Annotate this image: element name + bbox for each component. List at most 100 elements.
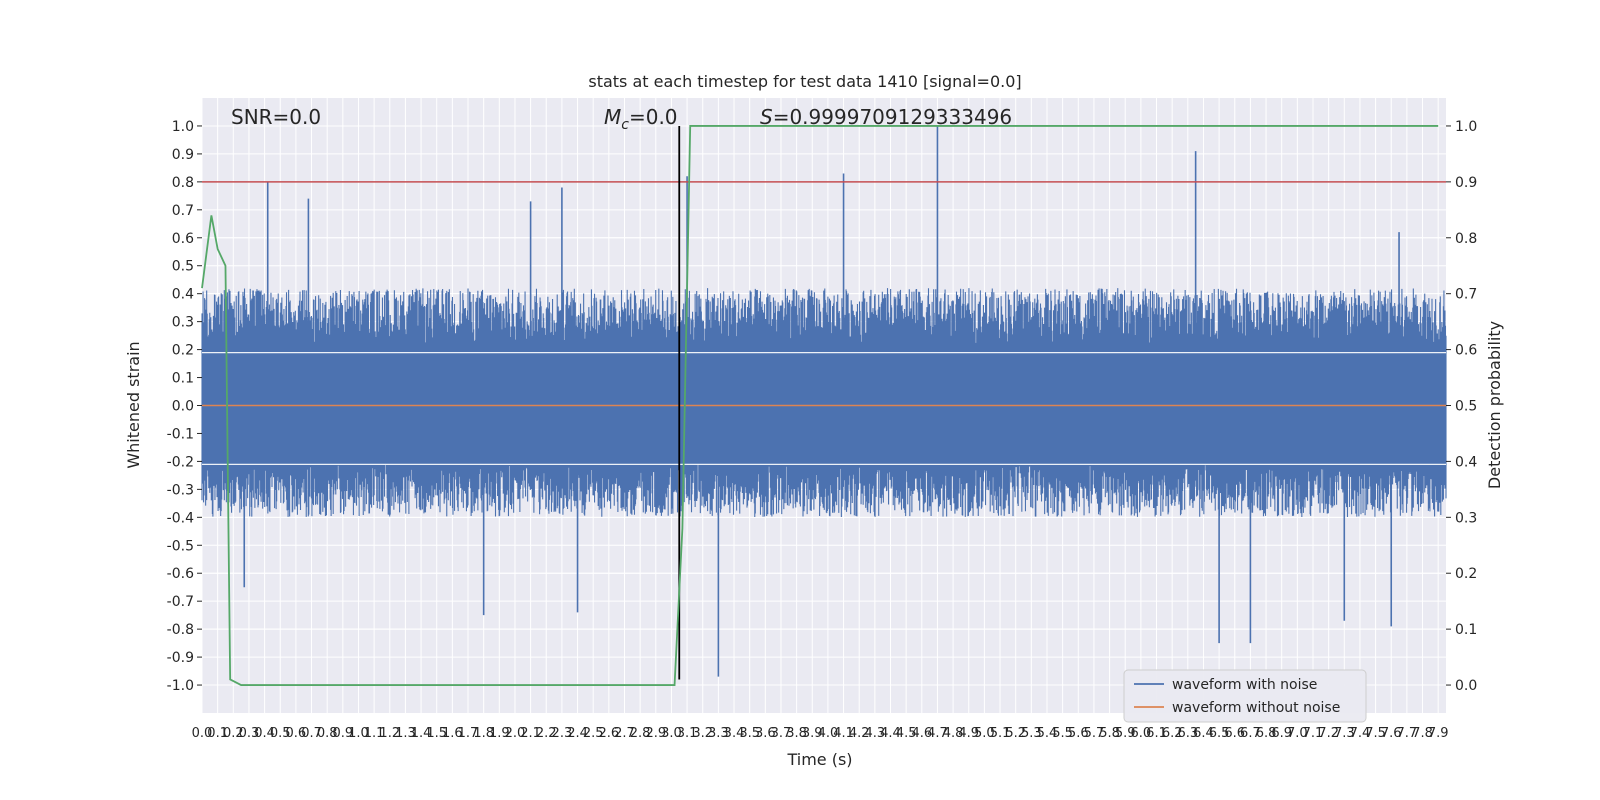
x-tick-label: 2.1 [520, 726, 541, 741]
y-axis-left: 1.0 0.9 0.8 0.7 0.6 0.5 0.4 0.3 0.2 0.1 0.0 -0.1 -0.… [167, 119, 202, 694]
x-tick-label: 5.6 [1068, 726, 1089, 741]
x-tick-label: 7.7 [1397, 726, 1418, 741]
x-tick-label: 0.6 [286, 726, 307, 741]
y-tick-label: 0.9 [172, 147, 194, 163]
x-tick-label: 7.0 [1287, 726, 1308, 741]
x-tick-label: 2.0 [505, 726, 526, 741]
x-tick-label: 6.9 [1271, 726, 1292, 741]
y2-tick-label: 0.8 [1455, 231, 1477, 247]
y2-tick-label: 0.5 [1455, 399, 1477, 415]
y-tick-label: 1.0 [172, 119, 194, 135]
y-tick-label: -0.6 [167, 566, 194, 582]
x-tick-label: 3.7 [771, 726, 792, 741]
x-tick-label: 1.4 [411, 726, 432, 741]
y-tick-label: 0.7 [172, 203, 194, 219]
chart-title: stats at each timestep for test data 141… [588, 72, 1021, 91]
x-tick-label: 4.2 [849, 726, 870, 741]
x-tick-label: 6.2 [1162, 726, 1183, 741]
x-tick-label: 4.5 [896, 726, 917, 741]
s-annotation: S=0.9999709129333496 [760, 105, 1012, 129]
y-tick-label: -0.2 [167, 454, 194, 470]
x-tick-label: 4.7 [927, 726, 948, 741]
x-tick-label: 1.2 [379, 726, 400, 741]
x-tick-label: 7.4 [1350, 726, 1371, 741]
x-tick-label: 7.5 [1365, 726, 1386, 741]
x-tick-label: 0.3 [239, 726, 260, 741]
y-tick-label: 0.0 [172, 399, 194, 415]
mc-symbol: M [604, 105, 621, 129]
noisy-waveform-core [202, 344, 1446, 464]
x-tick-label: 5.4 [1037, 726, 1058, 741]
x-tick-label: 7.8 [1412, 726, 1433, 741]
y-axis-label: Whitened strain [124, 341, 143, 468]
y2-tick-label: 0.2 [1455, 566, 1477, 582]
y2-tick-label: 0.7 [1455, 287, 1477, 303]
y-tick-label: -0.4 [167, 510, 194, 526]
data-marks [201, 125, 1447, 686]
x-tick-label: 6.0 [1131, 726, 1152, 741]
y-tick-label: 0.8 [172, 175, 194, 191]
x-tick-label: 3.4 [724, 726, 745, 741]
x-tick-label: 2.9 [645, 726, 666, 741]
legend-box [1123, 669, 1367, 723]
x-tick-label: 1.3 [395, 726, 416, 741]
legend-label-clean: waveform without noise [1172, 700, 1340, 716]
y-tick-label: 0.5 [172, 259, 194, 275]
y-tick-label: -0.9 [167, 650, 194, 666]
x-tick-label: 4.9 [958, 726, 979, 741]
x-tick-label: 0.8 [317, 726, 338, 741]
x-tick-label: 7.9 [1428, 726, 1449, 741]
x-tick-label: 1.9 [489, 726, 510, 741]
x-axis-label: Time (s) [786, 750, 852, 769]
y-tick-label: -0.8 [167, 622, 194, 638]
x-tick-label: 4.8 [943, 726, 964, 741]
y-tick-label: 0.4 [172, 287, 194, 303]
x-tick-label: 1.8 [473, 726, 494, 741]
s-value: =0.9999709129333496 [773, 105, 1012, 129]
x-tick-label: 0.7 [301, 726, 322, 741]
y-tick-label: -0.3 [167, 482, 194, 498]
x-tick-label: 3.2 [692, 726, 713, 741]
y2-tick-label: 0.4 [1455, 454, 1477, 470]
x-tick-label: 2.2 [536, 726, 557, 741]
x-tick-label: 6.6 [1224, 726, 1245, 741]
x-tick-label: 6.1 [1146, 726, 1167, 741]
x-tick-label: 1.5 [426, 726, 447, 741]
y-tick-label: 0.2 [172, 343, 194, 359]
x-tick-label: 0.1 [207, 726, 228, 741]
y-tick-label: -0.1 [167, 426, 194, 442]
x-axis: 0.00.10.20.30.40.50.60.70.80.91.01.11.21… [192, 726, 1449, 741]
x-tick-label: 0.0 [192, 726, 213, 741]
x-tick-label: 2.6 [598, 726, 619, 741]
y-tick-label: 0.3 [172, 315, 194, 331]
x-tick-label: 7.1 [1303, 726, 1324, 741]
x-tick-label: 1.6 [442, 726, 463, 741]
x-tick-label: 5.0 [974, 726, 995, 741]
x-tick-label: 6.8 [1256, 726, 1277, 741]
x-tick-label: 6.3 [1177, 726, 1198, 741]
x-tick-label: 4.4 [880, 726, 901, 741]
x-tick-label: 6.7 [1240, 726, 1261, 741]
x-tick-label: 4.6 [911, 726, 932, 741]
x-tick-label: 3.3 [708, 726, 729, 741]
x-tick-label: 3.9 [802, 726, 823, 741]
mc-value: =0.0 [629, 105, 678, 129]
x-tick-label: 5.8 [1099, 726, 1120, 741]
x-tick-label: 3.8 [786, 726, 807, 741]
detection-probability-line [201, 125, 1439, 686]
mc-annotation: Mc=0.0 [604, 105, 678, 133]
x-tick-label: 3.5 [739, 726, 760, 741]
x-tick-label: 6.4 [1193, 726, 1214, 741]
x-tick-label: 1.1 [364, 726, 385, 741]
y-tick-label: 0.6 [172, 231, 194, 247]
y2-tick-label: 1.0 [1455, 119, 1477, 135]
y2-tick-label: 0.3 [1455, 510, 1477, 526]
x-tick-label: 2.5 [583, 726, 604, 741]
x-tick-label: 5.2 [1005, 726, 1026, 741]
x-tick-label: 0.9 [332, 726, 353, 741]
y2-tick-label: 0.0 [1455, 678, 1477, 694]
x-tick-label: 1.0 [348, 726, 369, 741]
y2-tick-label: 0.1 [1455, 622, 1477, 638]
mc-subscript: c [621, 117, 629, 133]
x-tick-label: 5.5 [1052, 726, 1073, 741]
